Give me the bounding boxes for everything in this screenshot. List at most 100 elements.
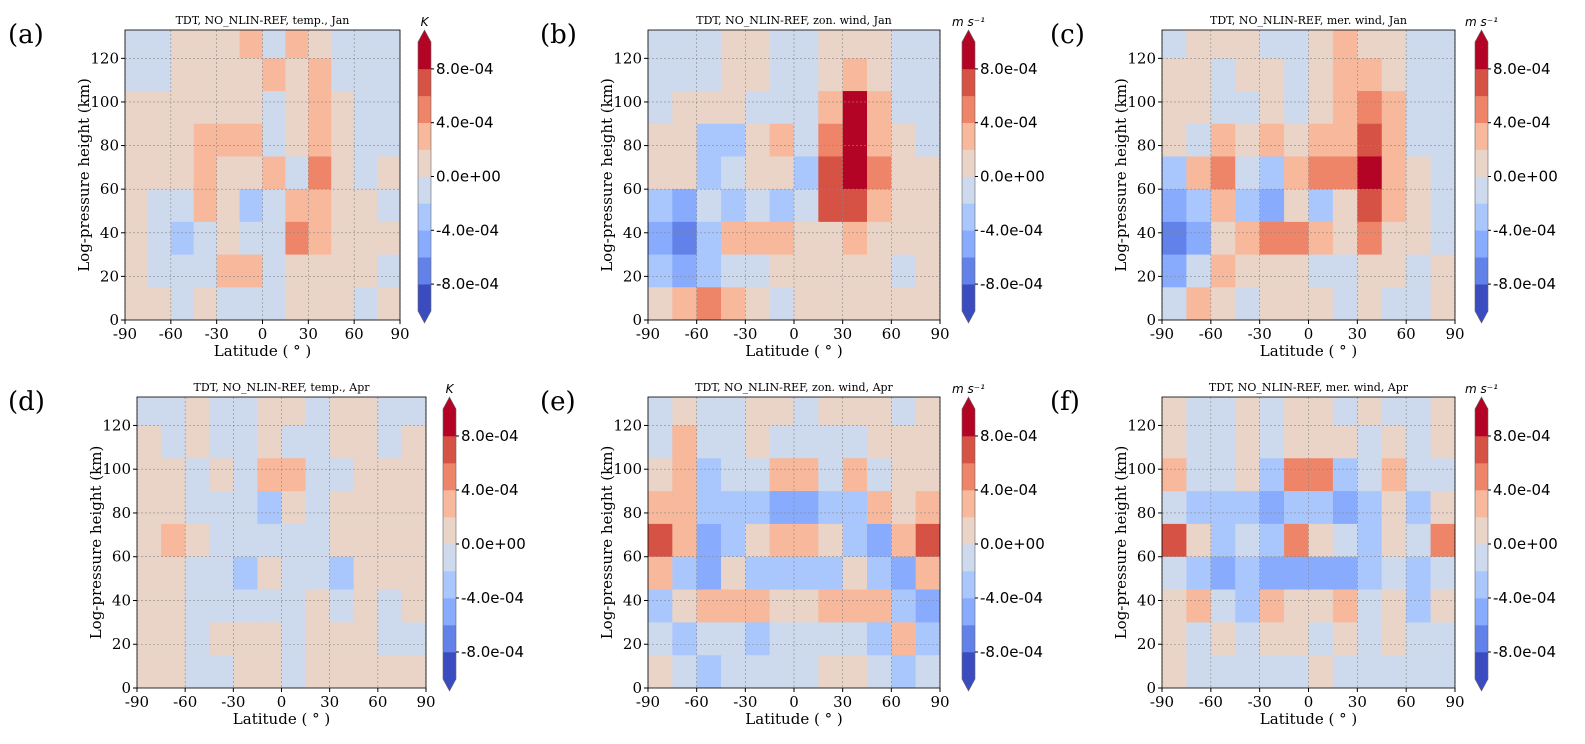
heatmap-cell <box>125 58 149 92</box>
heatmap-cell <box>285 91 309 125</box>
colorbar-bin <box>1475 625 1488 653</box>
y-tick-label: 60 <box>112 548 131 566</box>
heatmap-cell <box>818 221 844 256</box>
heatmap-cell <box>377 30 400 59</box>
heatmap-cell <box>147 156 172 190</box>
heatmap-cell <box>1235 397 1261 426</box>
heatmap-cell <box>233 458 258 492</box>
heatmap-cell <box>1430 254 1455 288</box>
heatmap-cell <box>305 589 331 623</box>
heatmap-cell <box>648 91 673 125</box>
colorbar-extend-top <box>962 30 975 42</box>
colorbar-bin <box>962 230 975 258</box>
heatmap-cells <box>648 30 940 320</box>
heatmap-cell <box>1284 589 1309 623</box>
heatmap-cell <box>867 287 892 320</box>
heatmap-cell <box>867 30 892 59</box>
heatmap-cell <box>193 30 218 59</box>
colorbar-bin <box>1475 598 1488 626</box>
heatmap-cell <box>331 287 355 320</box>
y-axis-label: Log-pressure height (km) <box>1112 446 1130 640</box>
heatmap-cell <box>308 30 332 59</box>
heatmap-cell <box>401 523 426 558</box>
colorbar-bin <box>1475 652 1488 680</box>
heatmap-cell <box>125 91 149 125</box>
x-tick-label: 90 <box>1445 693 1464 711</box>
colorbar-bin <box>962 42 975 70</box>
heatmap-cell <box>1357 287 1383 320</box>
heatmap-cell <box>867 91 892 125</box>
colorbar-tick-label: 4.0e-04 <box>1493 481 1551 499</box>
heatmap-cell <box>239 156 263 190</box>
panel-title: TDT, NO_NLIN-REF, temp., Jan <box>176 14 350 27</box>
x-axis-label: Latitude ( ° ) <box>1260 710 1357 728</box>
heatmap-cell <box>1308 156 1334 190</box>
heatmap-cell <box>842 221 868 256</box>
heatmap-cell <box>1357 425 1383 459</box>
heatmap-cell <box>648 425 673 459</box>
heatmap-cell <box>1357 30 1383 59</box>
heatmap-cell <box>891 622 917 656</box>
colorbar-tick-label: -4.0e-04 <box>1493 221 1556 239</box>
heatmap-cell <box>1284 254 1309 288</box>
heatmap-cell <box>1357 655 1383 688</box>
heatmap-cell <box>262 287 286 320</box>
heatmap-cell <box>209 397 234 426</box>
colorbar-bin <box>1475 122 1488 150</box>
heatmap-cell <box>672 655 698 688</box>
heatmap-cell <box>257 458 282 492</box>
heatmap-cell <box>377 254 400 288</box>
heatmap-cell <box>281 589 307 623</box>
colorbar-tick-label: -8.0e-04 <box>461 643 524 661</box>
heatmap-cell <box>1186 123 1212 157</box>
heatmap-cell <box>745 589 771 623</box>
heatmap-cell <box>648 523 673 558</box>
heatmap-cell <box>1430 123 1455 157</box>
heatmap-cell <box>1186 287 1212 320</box>
heatmap-cell <box>185 491 210 525</box>
heatmap-cell <box>354 221 378 256</box>
heatmap-cell <box>1332 189 1358 223</box>
colorbar-bin <box>962 571 975 599</box>
heatmap-cell <box>1381 156 1407 190</box>
heatmap-cell <box>672 287 698 320</box>
heatmap-cell <box>1406 523 1432 558</box>
heatmap-cell <box>239 123 263 157</box>
heatmap-cell <box>794 458 819 492</box>
heatmap-cell <box>1284 221 1309 256</box>
heatmap-cell <box>377 287 400 320</box>
heatmap-cell <box>794 91 819 125</box>
y-tick-label: 120 <box>102 416 131 434</box>
colorbar-outline <box>1474 396 1489 692</box>
heatmap-cell <box>209 556 234 591</box>
panel-a: -90 -60 -30 0 30 60 90 0 20 40 60 80 100 120 Latitude … <box>8 14 501 360</box>
heatmap-cell <box>1284 622 1309 656</box>
heatmap-cell <box>721 91 746 125</box>
colorbar-bin <box>1475 544 1488 572</box>
heatmap-cell <box>125 123 149 157</box>
heatmap-cell <box>1186 397 1212 426</box>
heatmap-cell <box>1406 491 1432 525</box>
heatmap-cell <box>842 655 868 688</box>
heatmap-cell <box>1332 397 1358 426</box>
heatmap-cell <box>1235 123 1261 157</box>
heatmap-cell <box>147 189 172 223</box>
heatmap-cell <box>818 622 844 656</box>
y-tick-label: 20 <box>1137 635 1156 653</box>
heatmap-cell <box>745 91 771 125</box>
panel-e: -90 -60 -30 0 30 60 90 0 20 40 60 80 100 120 Latitude … <box>540 381 1045 728</box>
heatmap-cell <box>842 523 868 558</box>
heatmap-cell <box>193 58 218 92</box>
heatmap-cell <box>125 156 149 190</box>
heatmap-cell <box>1332 556 1358 591</box>
heatmap-cell <box>648 397 673 426</box>
heatmap-cell <box>233 523 258 558</box>
x-tick-label: 60 <box>1397 693 1416 711</box>
colorbar: 8.0e-04 4.0e-04 0.0e+00 -4.0e-04 -8.0e-04 K <box>442 382 526 692</box>
y-tick-label: 0 <box>1146 679 1156 697</box>
colorbar-extend-top <box>1475 30 1488 42</box>
heatmap-cell <box>818 123 844 157</box>
colorbar-unit: K <box>421 15 430 29</box>
colorbar-bin <box>1475 517 1488 545</box>
heatmap-cell <box>672 397 698 426</box>
